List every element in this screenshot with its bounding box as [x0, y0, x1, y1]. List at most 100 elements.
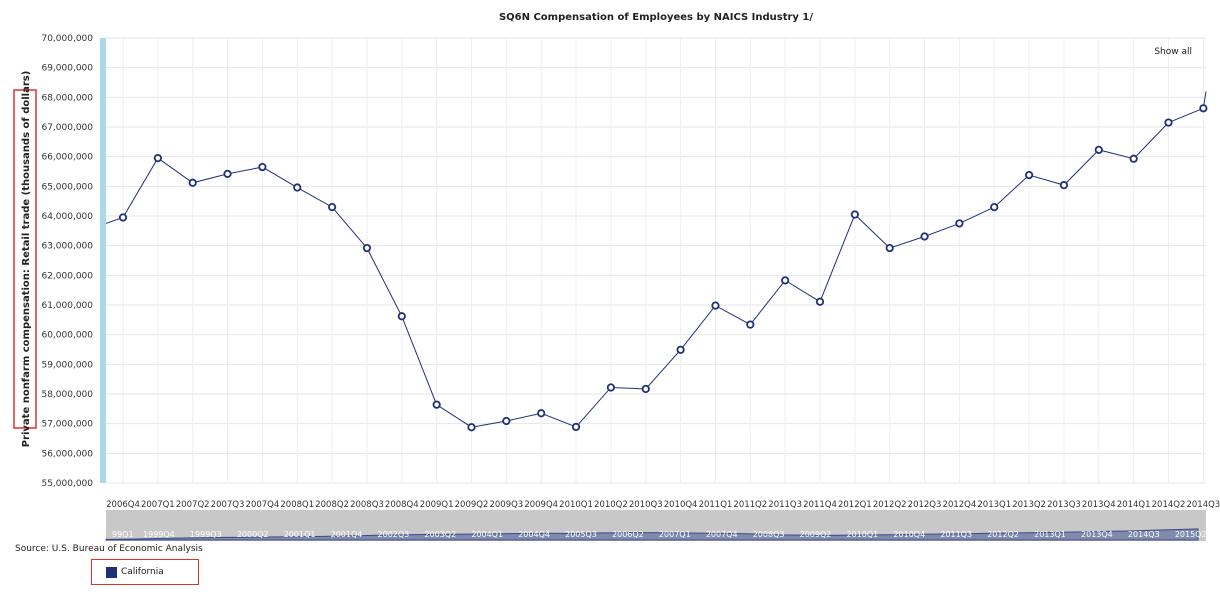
data-point[interactable]: [362, 243, 372, 253]
data-point[interactable]: [990, 203, 999, 212]
y-tick-label: 61,000,000: [41, 301, 93, 311]
navigator-tick-label: 2015Q2: [1175, 530, 1207, 539]
y-tick-label: 68,000,000: [41, 93, 93, 103]
y-tick-label: 67,000,000: [41, 123, 93, 133]
y-tick-label: 56,000,000: [41, 449, 93, 459]
y-axis-bar: [100, 38, 106, 483]
navigator-tick-label: 2008Q3: [753, 530, 785, 539]
y-tick-label: 63,000,000: [41, 242, 93, 252]
data-point[interactable]: [1129, 154, 1138, 163]
y-tick-label: 57,000,000: [41, 420, 93, 430]
x-tick-label: 2008Q1: [280, 500, 314, 510]
source-note: Source: U.S. Bureau of Economic Analysis: [15, 544, 203, 554]
x-tick-label: 2013Q3: [1047, 500, 1081, 510]
legend-item-california[interactable]: California: [91, 559, 199, 585]
data-point[interactable]: [850, 210, 859, 219]
data-point[interactable]: [711, 301, 720, 310]
x-tick-label: 2013Q4: [1082, 500, 1116, 510]
data-point[interactable]: [746, 320, 755, 329]
legend-label: California: [121, 567, 164, 577]
navigator-tick-label: 2005Q3: [565, 530, 597, 539]
data-point[interactable]: [955, 219, 964, 228]
y-tick-label: 55,000,000: [41, 479, 93, 489]
y-tick-label: 69,000,000: [41, 64, 93, 74]
x-tick-label: 2013Q1: [977, 500, 1011, 510]
data-point[interactable]: [815, 297, 825, 306]
data-point[interactable]: [502, 416, 511, 426]
x-tick-label: 2008Q2: [315, 500, 349, 510]
x-tick-label: 2010Q1: [559, 500, 593, 510]
data-point[interactable]: [885, 243, 894, 253]
data-point[interactable]: [571, 422, 581, 432]
x-axis-band: [106, 484, 1206, 508]
data-point[interactable]: [1094, 145, 1103, 154]
show-all-button[interactable]: Show all: [1154, 47, 1192, 57]
y-axis-label: Private nonfarm compensation: Retail tra…: [21, 71, 32, 448]
navigator-tick-label: 2000Q2: [237, 530, 269, 539]
x-tick-label: 2014Q2: [1152, 500, 1186, 510]
data-point[interactable]: [606, 383, 616, 392]
x-tick-label: 2007Q4: [246, 500, 280, 510]
navigator-tick-label: 2006Q2: [612, 530, 644, 539]
x-tick-label: 2006Q4: [106, 500, 140, 510]
data-point[interactable]: [397, 312, 406, 321]
x-tick-label: 2011Q4: [803, 500, 837, 510]
series-line-california: [105, 91, 1207, 428]
x-tick-label: 2010Q4: [664, 500, 698, 510]
grid: [106, 37, 1206, 484]
x-tick-label: 2014Q3: [1186, 500, 1220, 510]
navigator-tick-label: 2007Q1: [659, 530, 691, 539]
y-tick-label: 64,000,000: [41, 212, 93, 222]
data-point[interactable]: [1164, 118, 1173, 127]
navigator-tick-label: 2004Q1: [471, 530, 503, 539]
x-tick-label: 2011Q2: [733, 500, 767, 510]
chart-title: SQ6N Compensation of Employees by NAICS …: [499, 12, 813, 23]
navigator-tick-label: 2004Q4: [518, 530, 550, 539]
x-tick-label: 2009Q2: [455, 500, 489, 510]
data-point[interactable]: [641, 384, 650, 394]
data-point[interactable]: [153, 154, 162, 163]
data-point[interactable]: [920, 232, 929, 241]
navigator-tick-label: 2011Q3: [940, 530, 972, 539]
navigator-tick-label: 2010Q1: [847, 530, 879, 539]
y-axis-label-highlight: [13, 89, 37, 429]
y-axis-ticks: 55,000,000 56,000,000 57,000,000 58,000,000…: [41, 34, 93, 489]
navigator-tick-label: 2002Q3: [378, 530, 410, 539]
data-point[interactable]: [676, 345, 685, 354]
data-point[interactable]: [537, 409, 546, 418]
data-point[interactable]: [188, 178, 197, 187]
navigator-tick-label: 1999Q4: [143, 530, 175, 539]
data-point[interactable]: [467, 423, 476, 432]
navigator-tick-label: 2010Q4: [893, 530, 925, 539]
x-tick-label: 2010Q2: [594, 500, 628, 510]
data-points: [118, 104, 1208, 432]
y-tick-label: 65,000,000: [41, 182, 93, 192]
data-point[interactable]: [432, 400, 441, 409]
data-point[interactable]: [258, 162, 267, 172]
legend-swatch: [106, 566, 117, 578]
navigator-ticks: 99Q1 1999Q4 1999Q3 2000Q2 2001Q1 2001Q4 2002Q3…: [112, 530, 1207, 539]
y-tick-label: 60,000,000: [41, 331, 93, 341]
data-point[interactable]: [327, 203, 337, 212]
data-point[interactable]: [118, 213, 128, 222]
x-tick-label: 2008Q4: [385, 500, 419, 510]
data-point[interactable]: [223, 169, 232, 178]
y-tick-label: 62,000,000: [41, 271, 93, 281]
x-tick-label: 2007Q1: [141, 500, 175, 510]
x-tick-label: 2012Q1: [838, 500, 872, 510]
navigator-tick-label: 1999Q3: [190, 530, 222, 539]
data-point[interactable]: [781, 276, 790, 285]
data-point[interactable]: [1025, 170, 1034, 180]
data-point[interactable]: [293, 183, 302, 192]
navigator-tick-label: 2012Q2: [987, 530, 1019, 539]
y-tick-label: 59,000,000: [41, 360, 93, 370]
x-tick-label: 2010Q3: [629, 500, 663, 510]
x-tick-label: 2012Q2: [873, 500, 907, 510]
y-tick-label: 66,000,000: [41, 153, 93, 163]
navigator[interactable]: 99Q1 1999Q4 1999Q3 2000Q2 2001Q1 2001Q4 2002Q3…: [105, 510, 1207, 541]
data-point[interactable]: [1199, 104, 1208, 113]
data-point[interactable]: [1059, 181, 1069, 190]
navigator-tick-label: 2001Q4: [331, 530, 363, 539]
y-tick-label: 70,000,000: [41, 34, 93, 44]
